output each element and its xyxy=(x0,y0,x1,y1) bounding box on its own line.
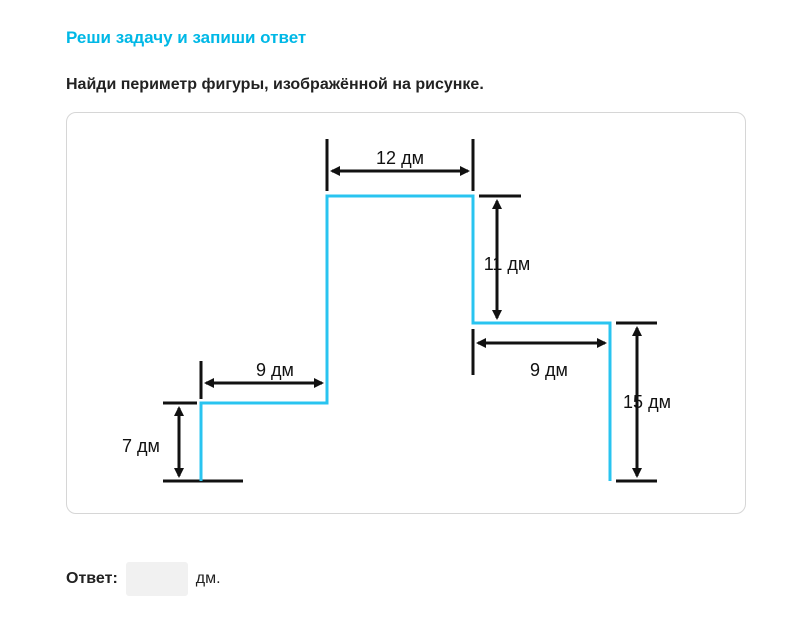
figure-container: 12 дм 11 дм 9 дм 15 дм 9 дм 7 дм xyxy=(66,112,746,514)
geometry-figure: 12 дм 11 дм 9 дм 15 дм 9 дм 7 дм xyxy=(67,113,745,513)
page-title: Реши задачу и запиши ответ xyxy=(66,28,742,48)
answer-row: Ответ: дм. xyxy=(66,562,742,596)
svg-text:12 дм: 12 дм xyxy=(376,148,424,168)
answer-input[interactable] xyxy=(126,562,188,596)
svg-text:9 дм: 9 дм xyxy=(256,360,294,380)
answer-label: Ответ: xyxy=(66,570,118,588)
task-subtitle: Найди периметр фигуры, изображённой на р… xyxy=(66,76,742,94)
svg-text:7 дм: 7 дм xyxy=(122,436,160,456)
answer-unit: дм. xyxy=(196,570,221,588)
svg-text:15 дм: 15 дм xyxy=(623,392,671,412)
svg-text:11 дм: 11 дм xyxy=(484,254,531,274)
svg-text:9 дм: 9 дм xyxy=(530,360,568,380)
